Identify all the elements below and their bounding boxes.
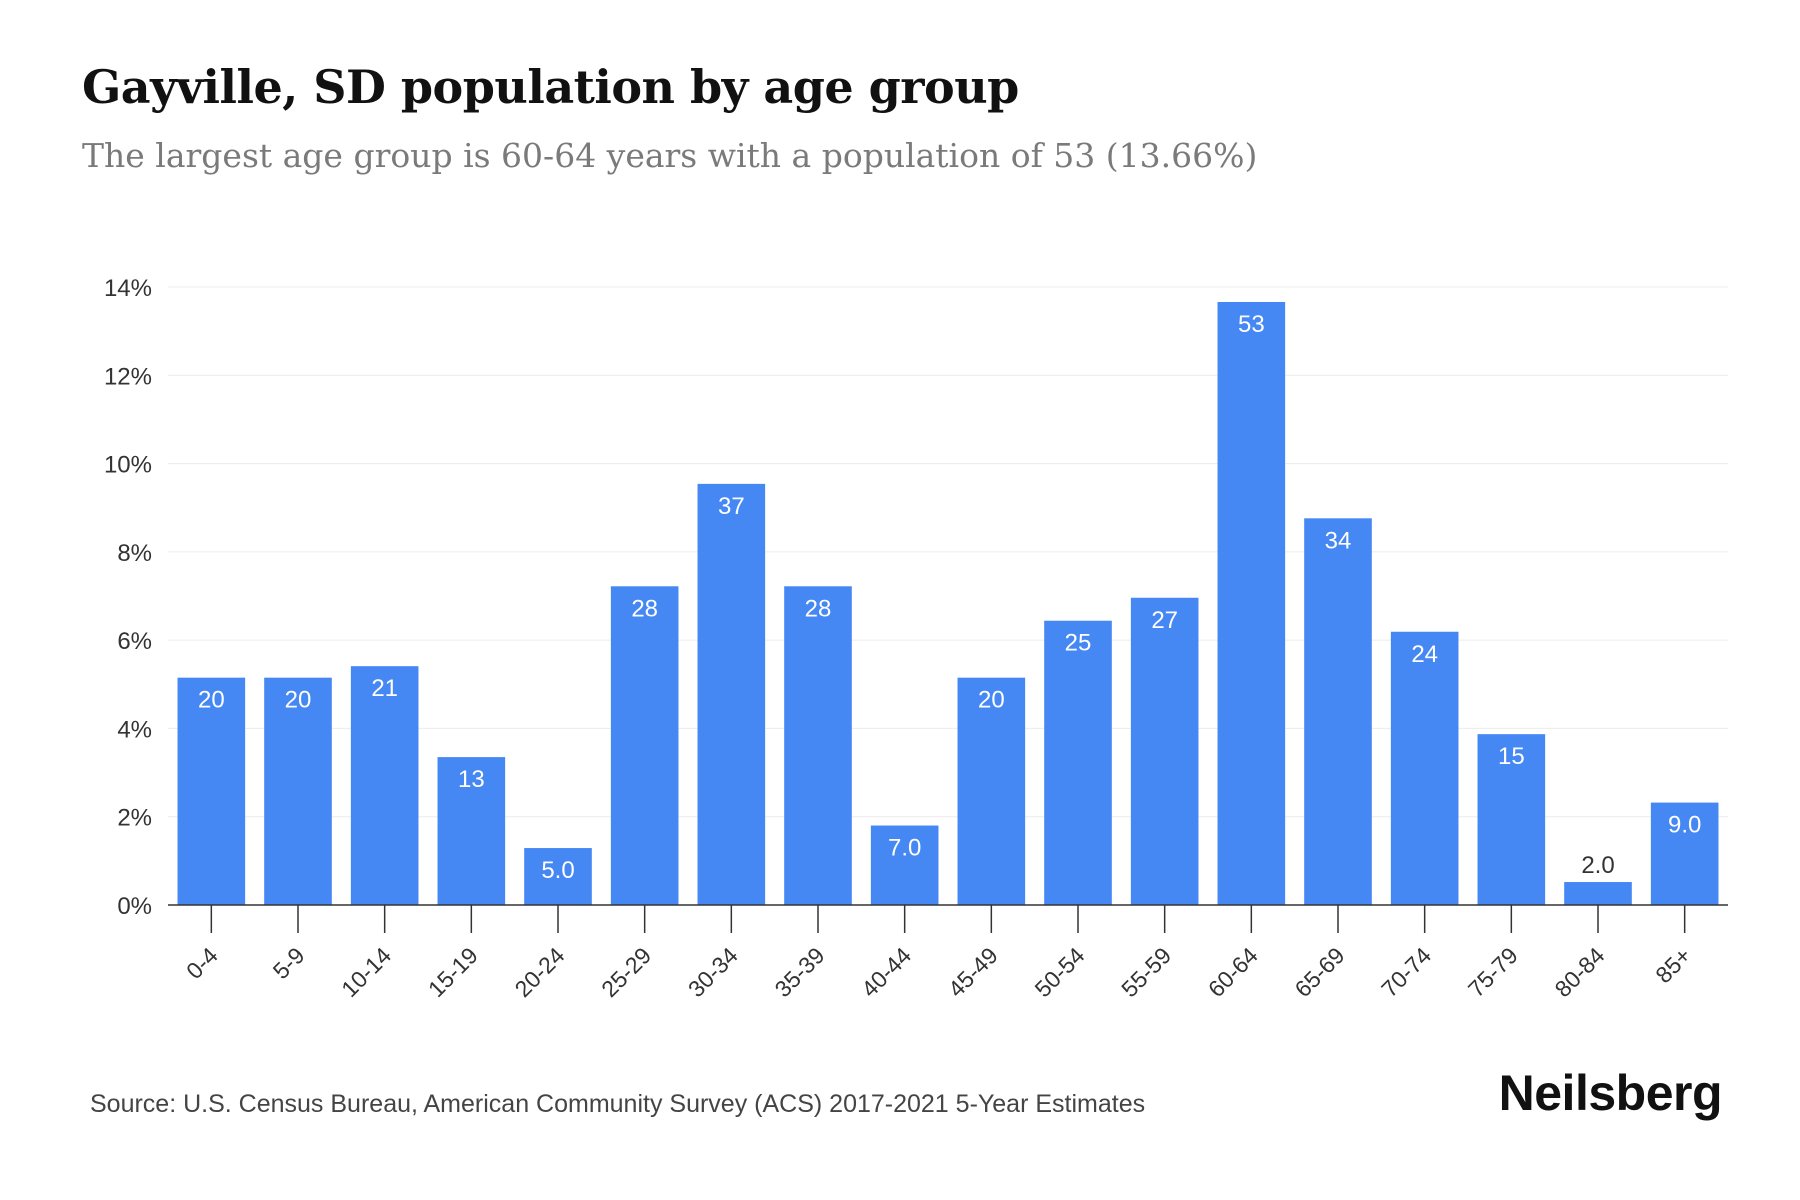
bar [1130, 597, 1199, 905]
data-label: 21 [371, 675, 398, 702]
bar [1477, 734, 1546, 905]
x-tick-label: 40-44 [856, 942, 916, 1002]
x-axis: 0-4 5-9 10-14 15-19 20-24 25-29 30-34 35-39 40-4… [168, 904, 1728, 1002]
x-tick-label: 35-39 [770, 942, 830, 1002]
data-label: 27 [1151, 607, 1178, 634]
data-labels: 20 20 21 13 5.0 28 37 28 7.0 20 25 27 53 34 24 15 2.0 9.0 [198, 311, 1701, 884]
data-label: 20 [978, 687, 1005, 714]
data-label: 7.0 [888, 835, 921, 862]
x-tick-label: 45-49 [943, 942, 1003, 1002]
x-tick-label: 0-4 [181, 942, 223, 984]
y-tick-label: 0% [117, 893, 152, 920]
y-tick-label: 2% [117, 805, 152, 832]
data-label: 9.0 [1668, 812, 1701, 839]
bar [697, 483, 766, 905]
chart-title: Gayville, SD population by age group [82, 60, 1019, 114]
bar [1044, 620, 1112, 905]
bars [177, 302, 1719, 906]
y-tick-label: 10% [104, 452, 152, 479]
chart-subtitle: The largest age group is 60-64 years wit… [82, 136, 1258, 175]
data-label: 37 [718, 493, 745, 520]
data-label: 20 [285, 687, 312, 714]
bar [350, 666, 419, 905]
x-tick-label: 70-74 [1376, 942, 1436, 1002]
bar [1390, 631, 1459, 905]
y-tick-label: 8% [117, 540, 152, 567]
data-label: 15 [1498, 743, 1525, 770]
x-tick-label: 75-79 [1463, 942, 1523, 1002]
x-tick-label: 20-24 [510, 942, 570, 1002]
x-tick-label: 15-19 [423, 942, 483, 1002]
bar [957, 677, 1026, 905]
bar [524, 848, 592, 905]
bar [1650, 802, 1719, 905]
y-tick-label: 6% [117, 628, 152, 655]
x-tick-label: 50-54 [1030, 942, 1090, 1002]
data-label: 20 [198, 687, 225, 714]
x-tick-label: 80-84 [1550, 942, 1610, 1002]
x-tick-label: 85+ [1650, 942, 1696, 988]
data-label: 25 [1065, 630, 1092, 657]
data-label: 24 [1411, 641, 1438, 668]
bar [1564, 882, 1632, 905]
bar [610, 586, 679, 905]
x-tick-label: 65-69 [1290, 942, 1350, 1002]
bar [1304, 518, 1372, 905]
bar [437, 757, 506, 905]
x-tick-label: 25-29 [596, 942, 656, 1002]
x-tick-label: 10-14 [336, 942, 396, 1002]
y-tick-label: 4% [117, 716, 152, 743]
data-label: 13 [458, 766, 485, 793]
bar [784, 586, 852, 905]
x-tick-label: 60-64 [1203, 942, 1263, 1002]
data-label: 28 [631, 595, 658, 622]
bar [1217, 302, 1286, 906]
x-tick-label: 5-9 [268, 942, 310, 984]
source-note: Source: U.S. Census Bureau, American Com… [90, 1090, 1146, 1118]
y-axis: 0% 2% 4% 6% 8% 10% 12% 14% [104, 275, 152, 920]
bar [177, 677, 246, 905]
data-label: 34 [1325, 527, 1352, 554]
data-label: 2.0 [1581, 852, 1614, 879]
y-tick-label: 14% [104, 275, 152, 302]
y-tick-label: 12% [104, 363, 152, 390]
x-tick-label: 55-59 [1116, 942, 1176, 1002]
data-label: 5.0 [541, 857, 574, 884]
x-tick-label: 30-34 [683, 942, 743, 1002]
brand-logo: Neilsberg [1498, 1065, 1723, 1121]
gridlines [168, 286, 1728, 818]
data-label: 53 [1238, 311, 1265, 338]
bar [870, 825, 939, 905]
data-label: 28 [805, 595, 832, 622]
bar [264, 677, 332, 905]
